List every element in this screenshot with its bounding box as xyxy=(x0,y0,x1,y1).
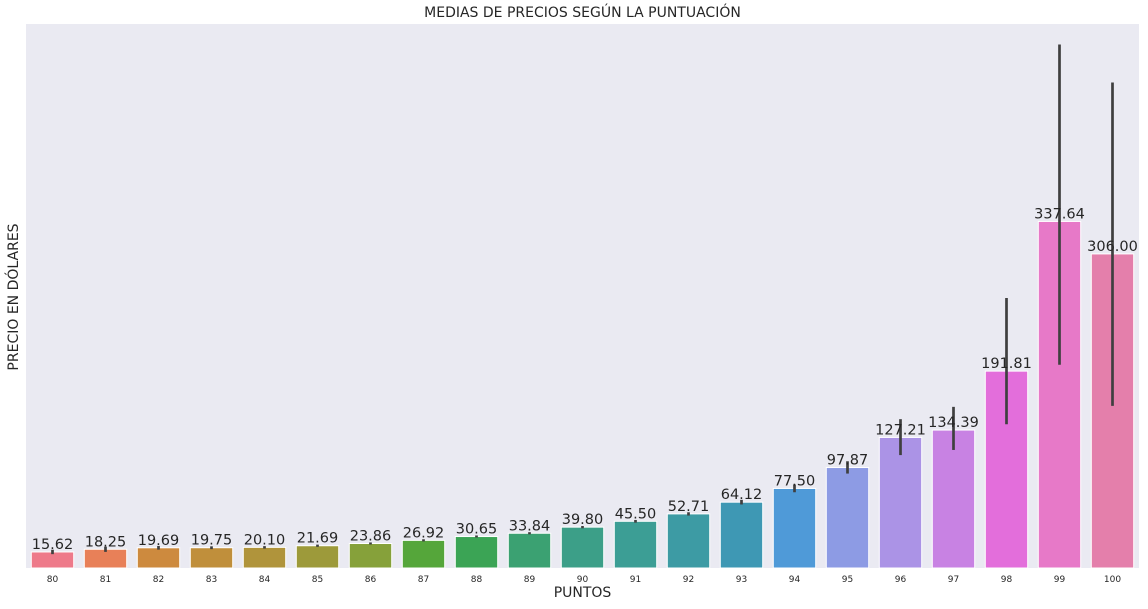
data-label: 19.69 xyxy=(138,533,180,549)
bar xyxy=(878,436,923,569)
x-tick-label: 93 xyxy=(736,575,747,585)
bar xyxy=(772,487,817,569)
chart-title: MEDIAS DE PRECIOS SEGÚN LA PUNTUACIÓN xyxy=(424,5,741,21)
data-label: 15.62 xyxy=(32,537,74,553)
data-label: 52.71 xyxy=(668,499,710,515)
data-label: 127.21 xyxy=(875,422,926,438)
x-tick-label: 100 xyxy=(1104,575,1121,585)
bar xyxy=(30,551,75,569)
x-tick-label: 94 xyxy=(789,575,801,585)
x-tick-label: 99 xyxy=(1054,575,1066,585)
data-label: 30.65 xyxy=(456,522,498,538)
x-tick-label: 85 xyxy=(312,575,323,585)
bar xyxy=(454,536,499,569)
x-tick-label: 84 xyxy=(259,575,271,585)
x-tick-label: 82 xyxy=(153,575,164,585)
bar xyxy=(719,501,764,569)
bar xyxy=(295,545,340,569)
bar xyxy=(931,429,976,569)
x-tick-label: 96 xyxy=(895,575,907,585)
x-tick-label: 91 xyxy=(630,575,641,585)
bar xyxy=(560,526,605,569)
data-label: 45.50 xyxy=(615,506,657,522)
bar xyxy=(83,548,128,569)
x-tick-label: 97 xyxy=(948,575,959,585)
data-label: 306.00 xyxy=(1087,239,1138,255)
data-label: 97.87 xyxy=(827,453,869,469)
data-label: 33.84 xyxy=(509,518,551,534)
x-tick-label: 80 xyxy=(47,575,59,585)
x-tick-label: 83 xyxy=(206,575,217,585)
bar xyxy=(348,543,393,569)
bar xyxy=(189,547,234,569)
data-label: 21.69 xyxy=(297,531,339,547)
data-label: 26.92 xyxy=(403,525,445,541)
bar xyxy=(136,547,181,569)
data-label: 64.12 xyxy=(721,487,763,503)
x-tick-label: 92 xyxy=(683,575,694,585)
x-tick-label: 81 xyxy=(100,575,111,585)
x-tick-label: 87 xyxy=(418,575,429,585)
bar xyxy=(507,532,552,569)
bar xyxy=(401,539,446,569)
data-label: 337.64 xyxy=(1034,206,1085,222)
bar xyxy=(666,513,711,569)
data-label: 134.39 xyxy=(928,415,979,431)
data-label: 18.25 xyxy=(85,534,127,550)
data-label: 23.86 xyxy=(350,529,392,545)
data-label: 77.50 xyxy=(774,473,816,489)
data-label: 20.10 xyxy=(244,532,286,548)
bar xyxy=(613,520,658,569)
x-tick-label: 95 xyxy=(842,575,853,585)
data-label: 39.80 xyxy=(562,512,604,528)
data-label: 191.81 xyxy=(981,356,1032,372)
x-tick-label: 89 xyxy=(524,575,536,585)
x-tick-label: 98 xyxy=(1001,575,1013,585)
data-label: 19.75 xyxy=(191,533,233,549)
x-tick-label: 90 xyxy=(577,575,589,585)
x-tick-label: 86 xyxy=(365,575,377,585)
x-tick-label: 88 xyxy=(471,575,483,585)
bar xyxy=(242,546,287,569)
x-axis-label: PUNTOS xyxy=(553,585,612,601)
bar xyxy=(825,467,870,569)
